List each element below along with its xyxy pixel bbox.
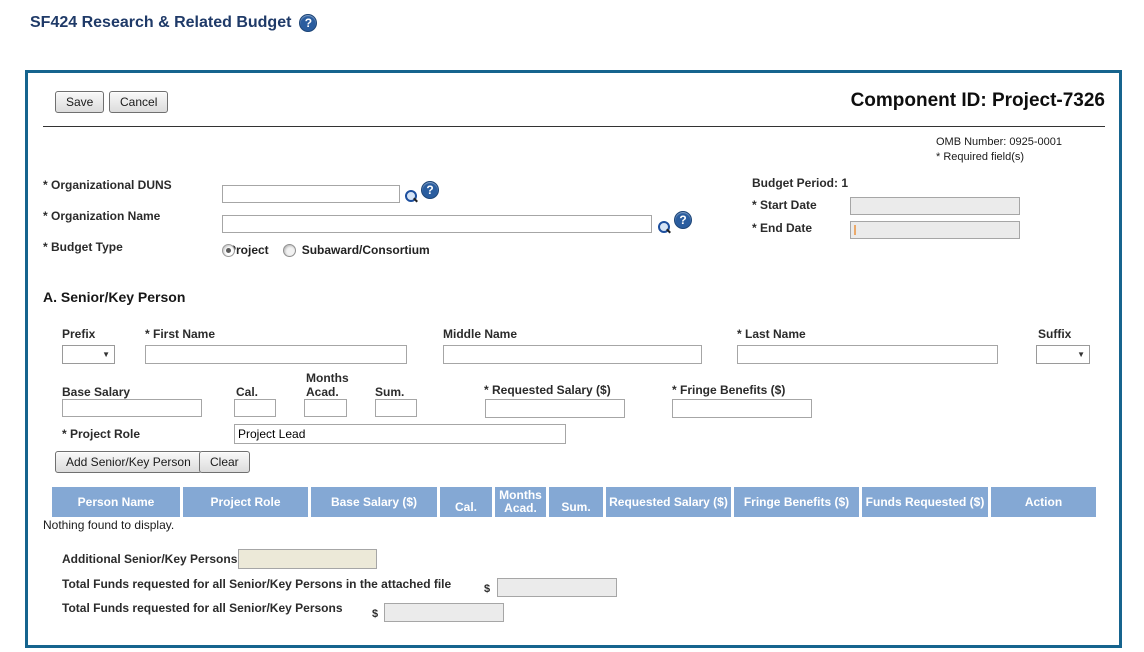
- chevron-down-icon: ▼: [1077, 350, 1085, 359]
- budget-type-subaward-label[interactable]: Subaward/Consortium: [301, 243, 430, 257]
- budget-type-project-label[interactable]: Project: [228, 243, 269, 257]
- column-header-funds-requested: Funds Requested ($): [862, 487, 988, 517]
- organizational-duns-input[interactable]: [222, 185, 400, 203]
- chevron-down-icon: ▼: [102, 350, 110, 359]
- suffix-label: Suffix: [1038, 327, 1072, 341]
- acad-months-label-line2: Acad.: [306, 385, 339, 399]
- last-name-label: * Last Name: [737, 327, 806, 341]
- budget-period-label: Budget Period: 1: [752, 176, 849, 190]
- additional-senior-key-persons-label: Additional Senior/Key Persons: [62, 552, 238, 566]
- requested-salary-label: * Requested Salary ($): [484, 383, 611, 397]
- organization-name-lookup-icon[interactable]: [658, 221, 672, 235]
- duns-lookup-icon[interactable]: [405, 190, 419, 204]
- organization-name-label: * Organization Name: [43, 209, 161, 223]
- save-button[interactable]: Save: [55, 91, 105, 113]
- total-all-currency: $: [372, 608, 379, 620]
- total-attached-label: Total Funds requested for all Senior/Key…: [62, 577, 452, 591]
- add-senior-key-person-button[interactable]: Add Senior/Key Person: [55, 451, 202, 473]
- middle-name-input[interactable]: [443, 345, 702, 364]
- organization-name-input[interactable]: [222, 215, 652, 233]
- start-date-label: * Start Date: [752, 198, 817, 212]
- page-title: SF424 Research & Related Budget: [30, 14, 292, 31]
- budget-type-project-radio[interactable]: [222, 243, 235, 257]
- column-header-project-role: Project Role: [183, 487, 308, 517]
- help-icon[interactable]: ?: [299, 14, 318, 32]
- omb-number: OMB Number: 0925-0001: [936, 136, 1062, 148]
- header-divider: [43, 126, 1105, 127]
- base-salary-input[interactable]: [62, 399, 202, 417]
- budget-type-label: * Budget Type: [43, 240, 123, 254]
- acad-months-label: Months Acad.: [306, 371, 349, 399]
- last-name-input[interactable]: [737, 345, 998, 364]
- column-header-fringe-benefits: Fringe Benefits ($): [734, 487, 859, 517]
- column-header-base-salary: Base Salary ($): [311, 487, 437, 517]
- prefix-select[interactable]: ▼: [62, 345, 115, 364]
- text-cursor: [854, 225, 856, 235]
- budget-form-panel: Save Cancel Component ID: Project-7326 O…: [25, 70, 1122, 648]
- first-name-label: * First Name: [145, 327, 216, 341]
- sum-months-input[interactable]: [375, 399, 417, 417]
- column-header-person-name: Person Name: [52, 487, 180, 517]
- cal-months-label: Cal.: [236, 385, 259, 399]
- column-header-action: Action: [991, 487, 1096, 517]
- requested-salary-input[interactable]: [485, 399, 625, 418]
- table-empty-message: Nothing found to display.: [43, 518, 175, 532]
- middle-name-label: Middle Name: [443, 327, 518, 341]
- project-role-label: * Project Role: [62, 427, 141, 441]
- sum-months-label: Sum.: [375, 385, 405, 399]
- fringe-benefits-label: * Fringe Benefits ($): [672, 383, 786, 397]
- acad-months-input[interactable]: [304, 399, 347, 417]
- first-name-input[interactable]: [145, 345, 407, 364]
- omb-block: OMB Number: 0925-0001 * Required field(s…: [936, 135, 1062, 165]
- organizational-duns-label: * Organizational DUNS: [43, 178, 172, 192]
- total-attached-currency: $: [484, 583, 491, 595]
- column-header-requested-salary: Requested Salary ($): [606, 487, 731, 517]
- additional-senior-key-persons-input[interactable]: [238, 549, 377, 569]
- total-all-input: [384, 603, 504, 622]
- total-all-label: Total Funds requested for all Senior/Key…: [62, 601, 343, 615]
- duns-help-icon[interactable]: ?: [421, 181, 439, 199]
- end-date-input: [850, 221, 1020, 239]
- cal-months-input[interactable]: [234, 399, 276, 417]
- start-date-input: [850, 197, 1020, 215]
- section-a-heading: A. Senior/Key Person: [43, 289, 186, 305]
- acad-months-label-line1: Months: [306, 371, 349, 385]
- column-header-months-acad: Months Acad.: [495, 487, 546, 517]
- senior-key-person-table-header: Person Name Project Role Base Salary ($)…: [52, 487, 1096, 517]
- column-header-sum: Sum.: [549, 487, 603, 517]
- suffix-select[interactable]: ▼: [1036, 345, 1090, 364]
- clear-button[interactable]: Clear: [199, 451, 250, 473]
- project-role-input[interactable]: [234, 424, 566, 444]
- budget-type-subaward-radio[interactable]: [282, 243, 296, 257]
- base-salary-label: Base Salary: [62, 385, 131, 399]
- column-header-cal: Cal.: [440, 487, 492, 517]
- total-attached-input: [497, 578, 617, 597]
- organization-name-help-icon[interactable]: ?: [674, 211, 692, 229]
- end-date-label: * End Date: [752, 221, 813, 235]
- prefix-label: Prefix: [62, 327, 96, 341]
- fringe-benefits-input[interactable]: [672, 399, 812, 418]
- component-id-heading: Component ID: Project-7326: [850, 90, 1105, 111]
- required-note: * Required field(s): [936, 151, 1025, 163]
- cancel-button[interactable]: Cancel: [109, 91, 169, 113]
- budget-type-radio-group: Project Subaward/Consortium: [222, 243, 444, 257]
